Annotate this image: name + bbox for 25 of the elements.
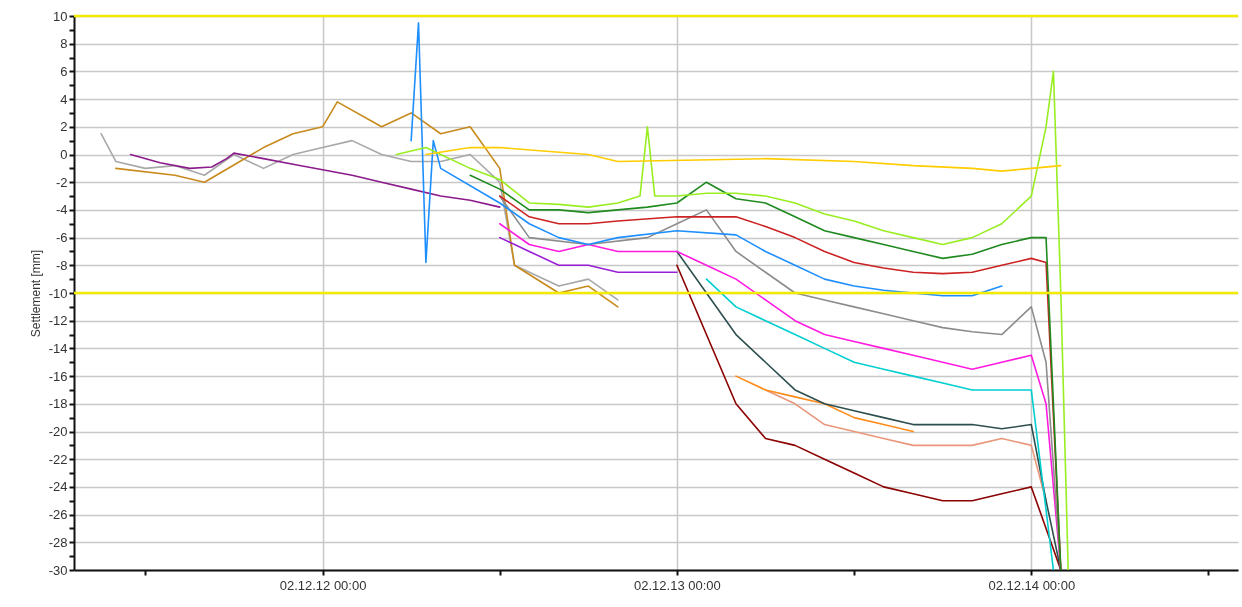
y-tick-label: -2: [55, 174, 68, 190]
y-tick-label: -14: [48, 340, 68, 356]
x-tick-label: 02.12.12 00:00: [279, 577, 367, 593]
y-tick-label: -26: [48, 507, 68, 523]
x-tick-label: 02.12.13 00:00: [634, 577, 721, 593]
y-tick-label: 2: [60, 119, 68, 135]
y-axis-title: Settlement [mm]: [28, 249, 43, 338]
y-tick-label: -16: [48, 368, 68, 384]
y-tick-label: 4: [60, 91, 68, 107]
y-tick-label: -10: [48, 285, 68, 301]
y-tick-label: -24: [48, 479, 68, 495]
y-tick-label: -28: [48, 534, 68, 550]
x-tick-label: 02.12.14 00:00: [988, 577, 1076, 593]
y-tick-label: 8: [60, 36, 68, 52]
y-tick-label: 10: [53, 8, 68, 24]
y-tick-label: 6: [60, 63, 68, 79]
y-tick-label: -22: [48, 451, 68, 467]
y-tick-label: -4: [55, 202, 68, 218]
y-tick-label: 0: [60, 147, 68, 162]
y-tick-label: -20: [48, 424, 68, 439]
y-tick-label: -18: [48, 396, 68, 412]
y-tick-label: -12: [48, 313, 68, 329]
y-tick-label: -6: [55, 230, 68, 246]
y-tick-label: -8: [55, 257, 68, 273]
y-tick-label: -30: [48, 562, 68, 578]
